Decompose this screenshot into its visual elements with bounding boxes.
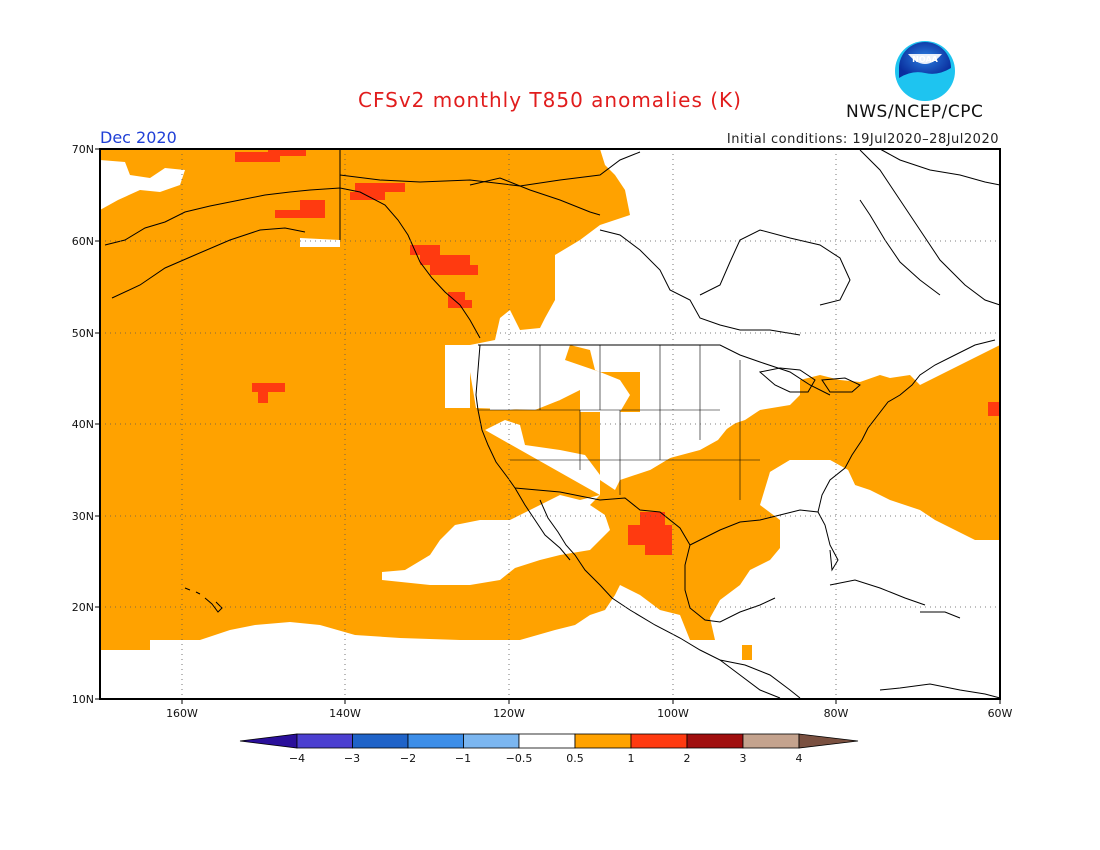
lat-label: 70N (71, 143, 94, 156)
initial-conditions: Initial conditions: 19Jul2020–28Jul2020 (726, 132, 999, 147)
colorbar-tick-label: 2 (683, 752, 691, 765)
forecast-month: Dec 2020 (100, 128, 177, 147)
lat-label: 40N (71, 418, 94, 431)
coastlines (104, 148, 1001, 699)
colorbar-tick-label: −2 (399, 752, 417, 765)
colorbar (239, 733, 859, 749)
lat-label: 20N (71, 601, 94, 614)
lat-label: 10N (71, 693, 94, 706)
anomaly-field-neutral (100, 160, 855, 585)
lon-label: 100W (657, 707, 689, 720)
anomaly-field-1-2 (235, 150, 1000, 555)
graticule (100, 149, 1000, 699)
svg-text:NOAA: NOAA (912, 55, 938, 64)
colorbar-swatch-neg4-neg3 (296, 733, 353, 749)
lat-label: 50N (71, 327, 94, 340)
colorbar-swatch-above-4 (798, 733, 859, 749)
colorbar-tick-label: 4 (795, 752, 803, 765)
lon-label: 160W (166, 707, 198, 720)
colorbar-tick-label: −4 (288, 752, 306, 765)
colorbar-swatch-neg3-neg2 (352, 733, 409, 749)
colorbar-tick-label: −0.5 (505, 752, 533, 765)
colorbar-swatch-neg2-neg1 (407, 733, 464, 749)
colorbar-swatch-below-neg4 (239, 733, 298, 749)
colorbar-swatch-0p5-1 (574, 733, 632, 749)
colorbar-swatch-1-2 (630, 733, 688, 749)
colorbar-swatch-neutral (518, 733, 576, 749)
colorbar-swatch-3-4 (742, 733, 800, 749)
anomaly-field-0p5-1 (100, 149, 1000, 660)
lon-label: 120W (493, 707, 525, 720)
lon-label: 60W (987, 707, 1013, 720)
colorbar-swatch-neg1-neg0p5 (463, 733, 520, 749)
lon-label: 80W (823, 707, 849, 720)
state-borders (478, 345, 760, 500)
agency-label: NWS/NCEP/CPC (846, 102, 984, 122)
axis-ticks (95, 148, 1001, 704)
colorbar-tick-label: 0.5 (566, 752, 584, 765)
colorbar-tick-label: −3 (343, 752, 361, 765)
lon-label: 140W (329, 707, 361, 720)
noaa-logo: NOAA (895, 41, 955, 101)
lat-label: 30N (71, 510, 94, 523)
map-title: CFSv2 monthly T850 anomalies (K) (358, 88, 742, 112)
colorbar-tick-label: 3 (739, 752, 747, 765)
colorbar-tick-label: −1 (454, 752, 472, 765)
colorbar-swatch-2-3 (686, 733, 744, 749)
colorbar-tick-label: 1 (627, 752, 635, 765)
lat-label: 60N (71, 235, 94, 248)
